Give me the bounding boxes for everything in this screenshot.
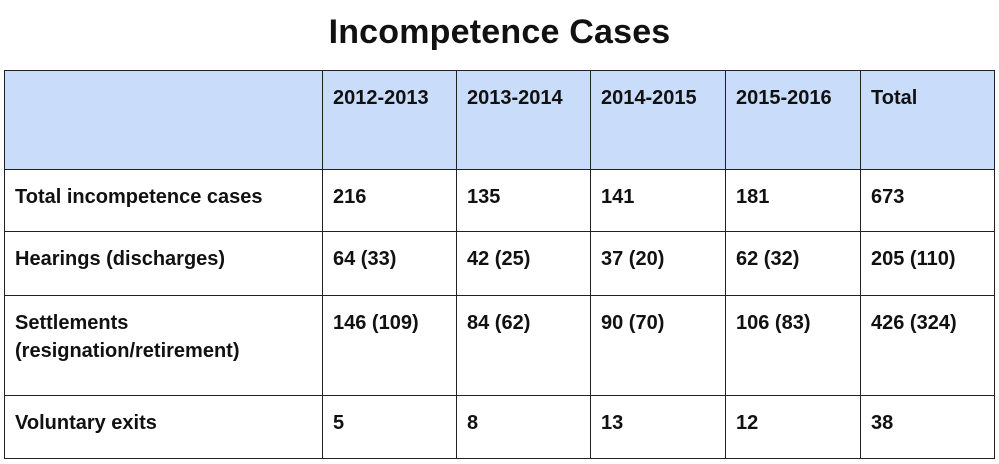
chart-title: Incompetence Cases (328, 13, 671, 51)
table-cell: 90 (70) (590, 295, 726, 396)
table-cell: 13 (590, 395, 726, 459)
header-cell-2013-2014: 2013-2014 (456, 70, 591, 170)
row-label: Total incompetence cases (4, 169, 323, 232)
table-cell: 216 (322, 169, 457, 232)
table-row: Total incompetence cases 216 135 141 181… (4, 169, 995, 232)
table-row: Settlements (resignation/retirement) 146… (4, 295, 995, 396)
table-row: Hearings (discharges) 64 (33) 42 (25) 37… (4, 231, 995, 296)
table-cell: 37 (20) (590, 231, 726, 296)
table-cell: 64 (33) (322, 231, 457, 296)
row-label: Hearings (discharges) (4, 231, 323, 296)
table-cell: 426 (324) (860, 295, 995, 396)
table-cell: 135 (456, 169, 591, 232)
header-cell-2014-2015: 2014-2015 (590, 70, 726, 170)
incompetence-cases-table: 2012-2013 2013-2014 2014-2015 2015-2016 … (4, 70, 995, 459)
table-row: Voluntary exits 5 8 13 12 38 (4, 395, 995, 459)
table-cell: 106 (83) (725, 295, 861, 396)
table-cell: 205 (110) (860, 231, 995, 296)
row-label: Voluntary exits (4, 395, 323, 459)
table-cell: 84 (62) (456, 295, 591, 396)
table-cell: 38 (860, 395, 995, 459)
table-cell: 141 (590, 169, 726, 232)
header-cell-2015-2016: 2015-2016 (725, 70, 861, 170)
table-cell: 8 (456, 395, 591, 459)
table-cell: 181 (725, 169, 861, 232)
header-cell-2012-2013: 2012-2013 (322, 70, 457, 170)
table-cell: 12 (725, 395, 861, 459)
table-cell: 42 (25) (456, 231, 591, 296)
header-cell-blank (4, 70, 323, 170)
table-cell: 673 (860, 169, 995, 232)
table-cell: 5 (322, 395, 457, 459)
header-row: 2012-2013 2013-2014 2014-2015 2015-2016 … (4, 70, 995, 170)
table-cell: 146 (109) (322, 295, 457, 396)
row-label: Settlements (resignation/retirement) (4, 295, 323, 396)
header-cell-total: Total (860, 70, 995, 170)
table-cell: 62 (32) (725, 231, 861, 296)
